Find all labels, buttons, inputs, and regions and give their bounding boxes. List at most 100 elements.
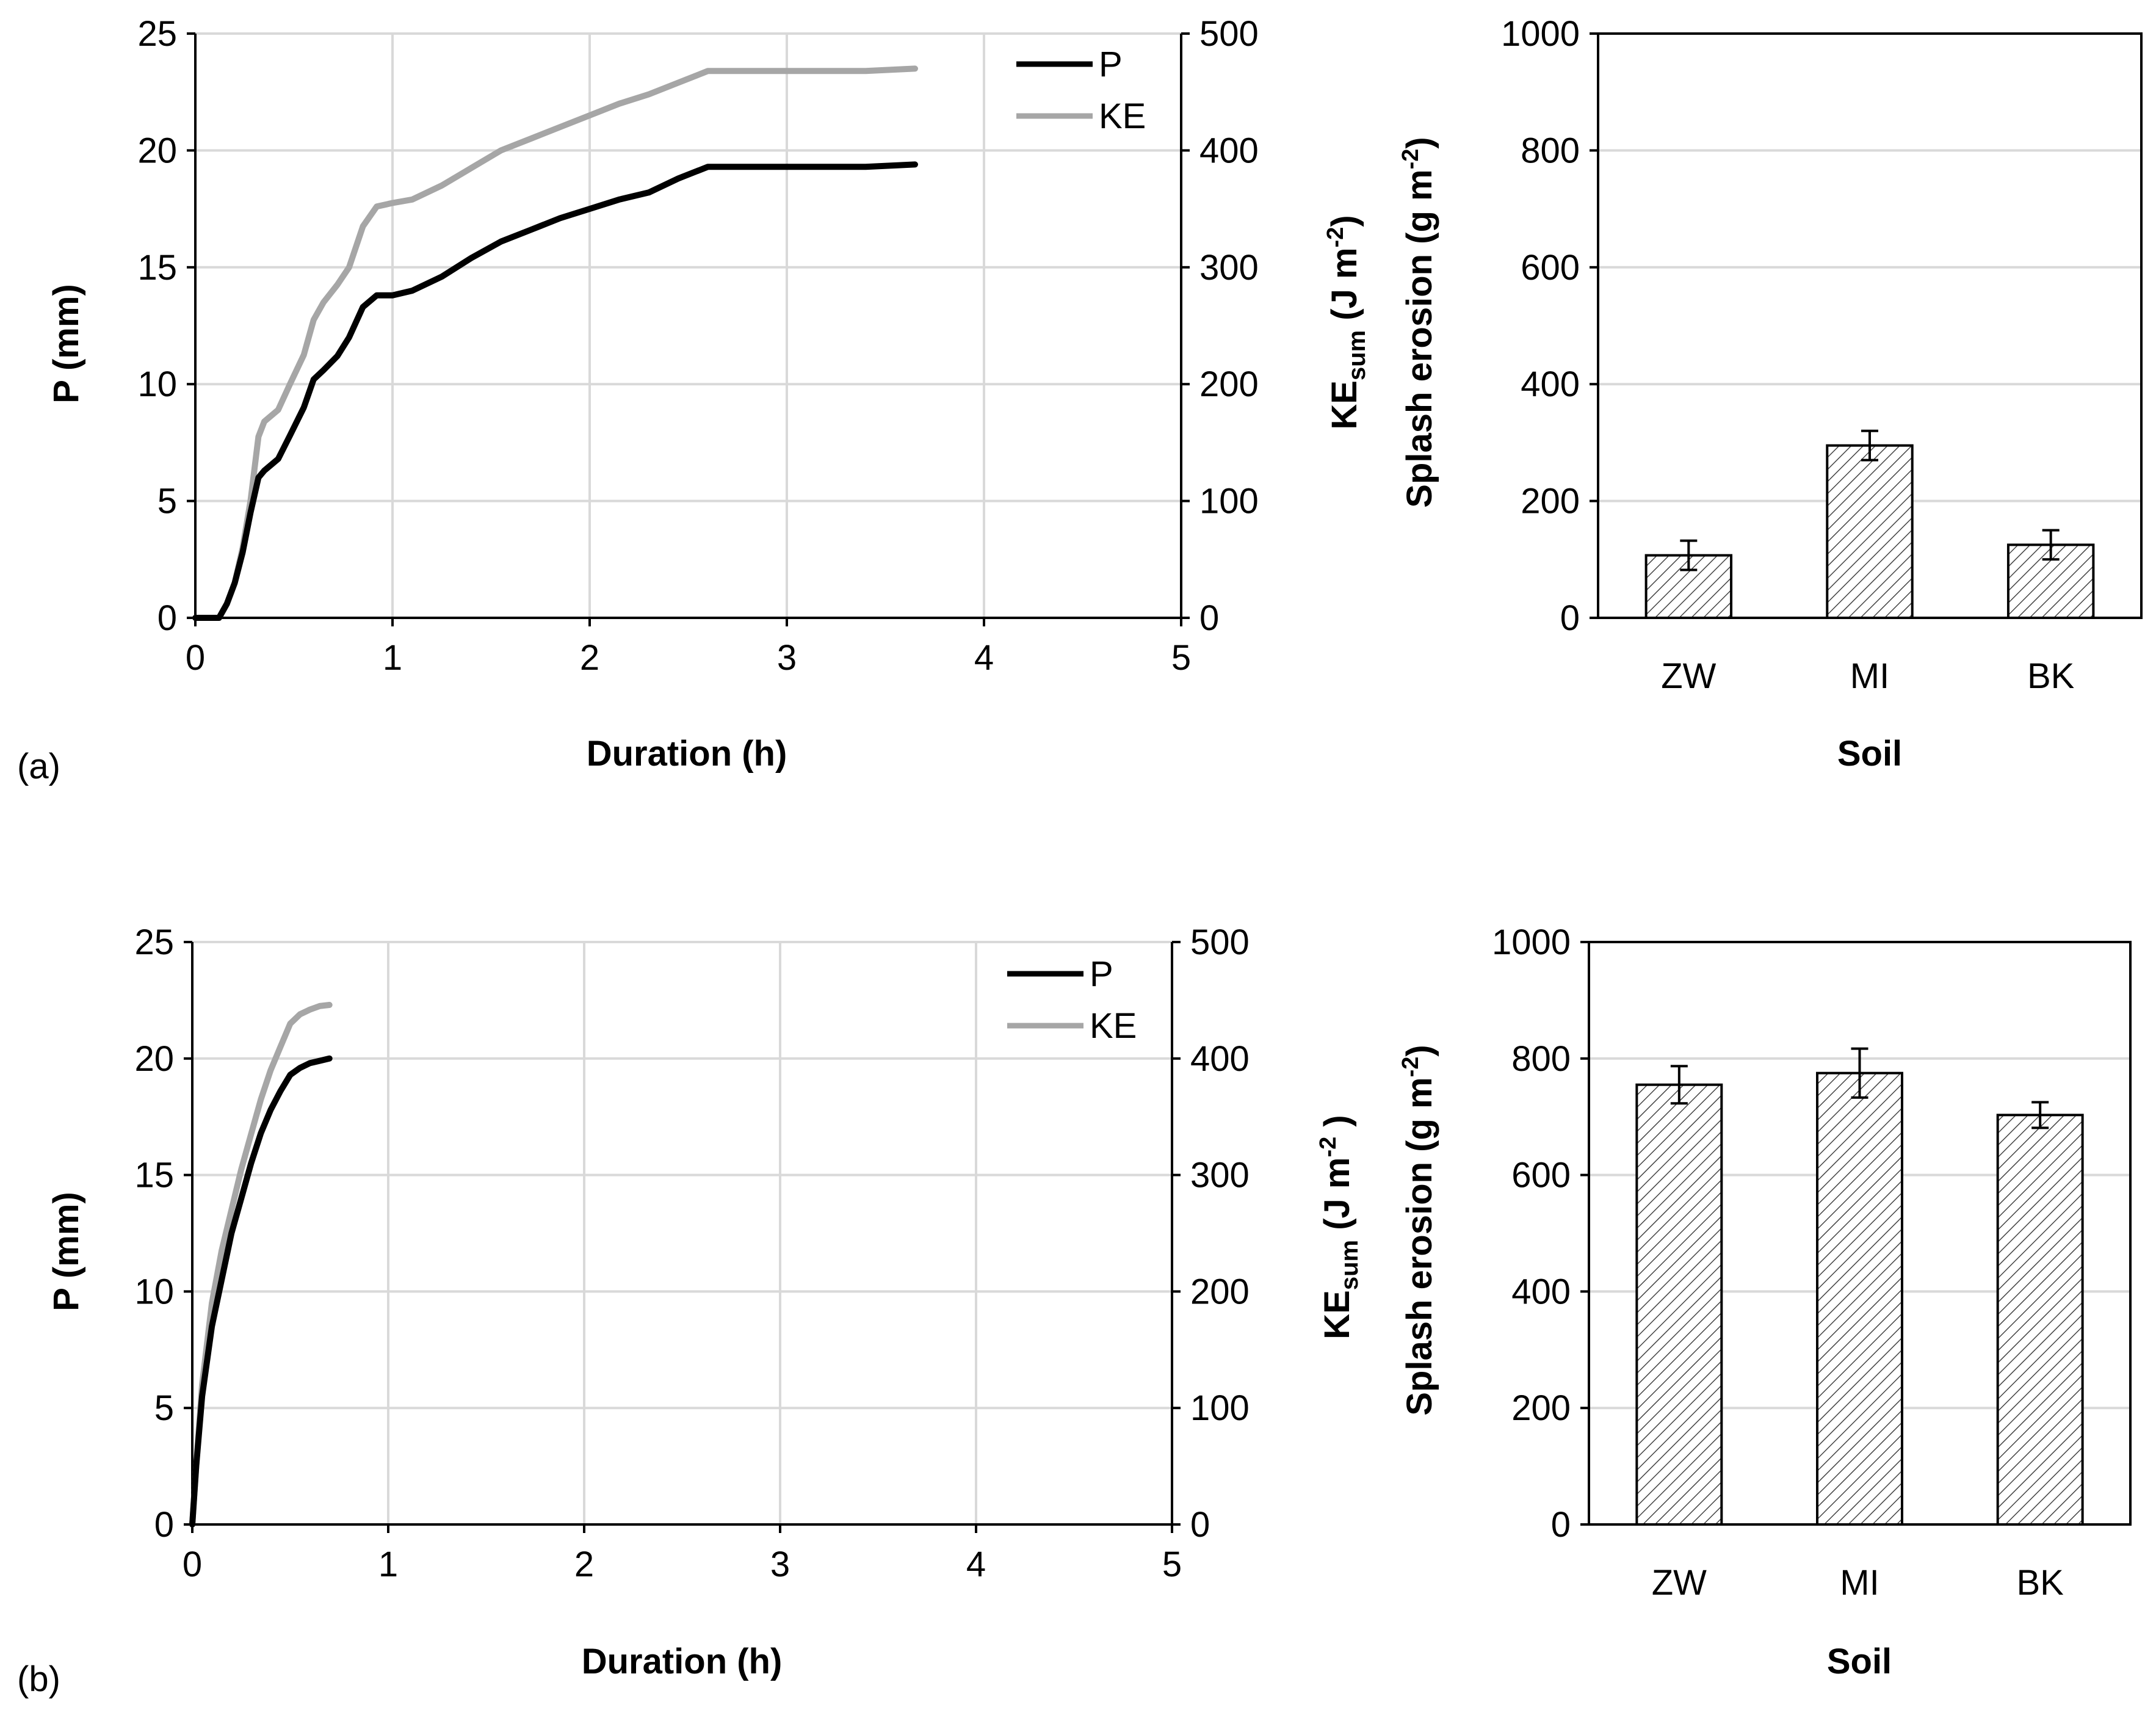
x-tick-label: 5 bbox=[1162, 1545, 1182, 1584]
series-line-KE bbox=[189, 1002, 333, 1528]
bar-b-ylabel-exp: -2 bbox=[1398, 1057, 1423, 1078]
y-tick-label: 0 bbox=[1551, 1505, 1571, 1545]
y2-label-main-b: KE bbox=[1317, 1290, 1357, 1339]
category-label-BK: BK bbox=[2016, 1563, 2064, 1603]
line-chart-b-series bbox=[189, 1002, 333, 1528]
y-tick-label: 10 bbox=[137, 364, 177, 404]
line-chart-a-gridlines bbox=[195, 32, 1181, 618]
line-chart-b-gridlines bbox=[192, 941, 1172, 1524]
bar-chart-a-gridlines bbox=[1598, 149, 2141, 502]
x-tick-label: 0 bbox=[183, 1545, 202, 1584]
y2-label-sub-b: sum bbox=[1336, 1240, 1363, 1290]
y-tick-label: 20 bbox=[134, 1039, 174, 1079]
legend-label-KE: KE bbox=[1099, 96, 1146, 136]
y-tick-label: 5 bbox=[157, 482, 177, 521]
bar-a-ylabel-exp: -2 bbox=[1398, 149, 1423, 170]
y2-label-sub: sum bbox=[1344, 330, 1370, 380]
legend-label-KE-b: KE bbox=[1090, 1006, 1137, 1046]
y-tick-label: 800 bbox=[1521, 131, 1580, 170]
line-chart-a-y-axis-label: P (mm) bbox=[46, 284, 86, 404]
y2-label-exp-b: -2 bbox=[1315, 1137, 1341, 1158]
category-label-MI: MI bbox=[1840, 1563, 1879, 1603]
y2-label-close: ) bbox=[1325, 215, 1364, 227]
bar-BK bbox=[1996, 1114, 2084, 1526]
y-tick-label: 15 bbox=[137, 248, 177, 288]
y-tick-label: 20 bbox=[137, 131, 177, 170]
x-tick-label: 1 bbox=[378, 1545, 398, 1584]
y2-tick-label: 0 bbox=[1199, 598, 1219, 638]
x-tick-label: 3 bbox=[777, 638, 797, 678]
y2-tick-label: 200 bbox=[1199, 364, 1259, 404]
y2-label-exp: -2 bbox=[1323, 227, 1348, 248]
y2-tick-label: 300 bbox=[1190, 1156, 1250, 1195]
panel-label-b: (b) bbox=[17, 1659, 60, 1699]
category-label-MI: MI bbox=[1850, 656, 1889, 696]
y2-tick-label: 100 bbox=[1190, 1388, 1250, 1428]
y-tick-label: 200 bbox=[1521, 482, 1580, 521]
x-tick-label: 4 bbox=[966, 1545, 986, 1584]
bar-chart-a: 0 200 400 600 800 1000 ZW MI BK Soil Splash eros… bbox=[1398, 14, 2143, 774]
y-tick-label: 600 bbox=[1511, 1156, 1571, 1195]
y-tick-label: 400 bbox=[1521, 364, 1580, 404]
line-chart-a-series bbox=[192, 65, 918, 621]
y2-tick-label: 200 bbox=[1190, 1272, 1250, 1311]
y-tick-label: 5 bbox=[154, 1388, 174, 1428]
x-tick-label: 5 bbox=[1171, 638, 1191, 678]
line-chart-b-y2-axis-label: KEsum (J m-2 ) bbox=[1315, 1115, 1363, 1339]
y2-label-close-b: ) bbox=[1317, 1115, 1357, 1136]
y-tick-label: 400 bbox=[1511, 1272, 1571, 1311]
bar-chart-b-y-axis-label: Splash erosion (g m-2) bbox=[1398, 1045, 1439, 1415]
y2-tick-label: 400 bbox=[1199, 131, 1259, 170]
bar-a-ylabel-main: Splash erosion (g m bbox=[1400, 169, 1439, 507]
line-chart-b-legend: P KE bbox=[1007, 954, 1137, 1046]
y-tick-label: 25 bbox=[137, 14, 177, 54]
y-tick-label: 0 bbox=[157, 598, 177, 638]
y-tick-label: 1000 bbox=[1492, 922, 1571, 962]
x-tick-label: 2 bbox=[574, 1545, 594, 1584]
line-chart-b-y-axis-label: P (mm) bbox=[46, 1192, 86, 1311]
line-chart-b-axes bbox=[184, 941, 1181, 1533]
bar-chart-b-x-axis-label: Soil bbox=[1827, 1642, 1892, 1681]
bar-b-ylabel-close: ) bbox=[1400, 1045, 1439, 1056]
y2-tick-label: 300 bbox=[1199, 248, 1259, 288]
bar-chart-a-x-axis-label: Soil bbox=[1837, 734, 1902, 774]
bar-chart-a-y-axis-label: Splash erosion (g m-2) bbox=[1398, 137, 1439, 507]
x-tick-label: 4 bbox=[974, 638, 994, 678]
bar-chart-b-bars bbox=[1635, 1047, 2084, 1526]
line-chart-a-y2-axis-label: KEsum (J m-2) bbox=[1323, 215, 1370, 429]
x-tick-label: 0 bbox=[186, 638, 205, 678]
y-tick-label: 600 bbox=[1521, 248, 1580, 288]
x-tick-label: 1 bbox=[383, 638, 402, 678]
category-label-BK: BK bbox=[2027, 656, 2075, 696]
x-tick-label: 3 bbox=[770, 1545, 790, 1584]
bar-chart-b: 0 200 400 600 800 1000 ZW MI BK Soil Splash eros… bbox=[1398, 922, 2132, 1681]
y-tick-label: 0 bbox=[1560, 598, 1580, 638]
y-tick-label: 200 bbox=[1511, 1388, 1571, 1428]
y2-tick-label: 100 bbox=[1199, 482, 1259, 521]
series-line-P bbox=[189, 1055, 333, 1528]
y-tick-label: 1000 bbox=[1501, 14, 1580, 54]
legend-label-P: P bbox=[1099, 45, 1123, 84]
bar-a-ylabel-close: ) bbox=[1400, 137, 1439, 148]
y-tick-label: 800 bbox=[1511, 1039, 1571, 1079]
y-tick-label: 15 bbox=[134, 1156, 174, 1195]
line-chart-b-x-axis-label: Duration (h) bbox=[582, 1642, 783, 1681]
bar-ZW bbox=[1635, 1083, 1723, 1526]
y2-tick-label: 400 bbox=[1190, 1039, 1250, 1079]
y-tick-label: 25 bbox=[134, 922, 174, 962]
line-chart-a-legend: P KE bbox=[1016, 45, 1146, 136]
y-tick-label: 10 bbox=[134, 1272, 174, 1311]
bar-chart-a-tick-labels: 0 200 400 600 800 1000 ZW MI BK bbox=[1501, 14, 2075, 696]
line-chart-a-x-axis-label: Duration (h) bbox=[587, 734, 787, 774]
y2-tick-label: 0 bbox=[1190, 1505, 1210, 1545]
line-chart-a-axes bbox=[187, 32, 1190, 626]
bar-MI bbox=[1816, 1071, 1903, 1526]
y2-label-unit: (J m bbox=[1325, 247, 1364, 330]
bar-chart-b-tick-labels: 0 200 400 600 800 1000 ZW MI BK bbox=[1492, 922, 2064, 1603]
panel-label-a: (a) bbox=[17, 747, 60, 786]
series-line-KE bbox=[192, 65, 918, 621]
